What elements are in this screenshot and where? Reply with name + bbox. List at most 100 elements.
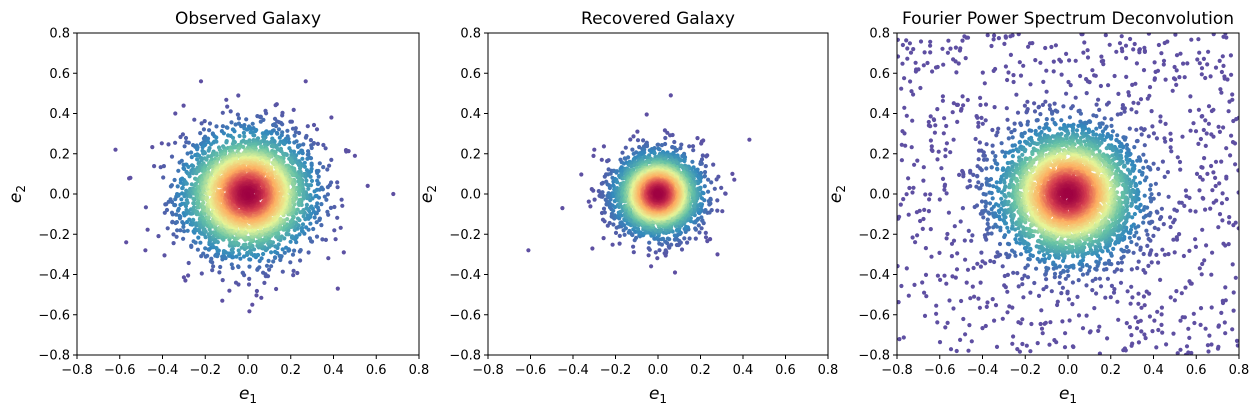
data-point <box>262 280 267 285</box>
x-tick-label: 0.4 <box>323 363 344 378</box>
data-point <box>192 201 197 206</box>
y-tick-label: −0.6 <box>38 308 70 323</box>
data-point <box>258 119 263 124</box>
data-point <box>210 268 215 273</box>
data-point <box>227 288 232 293</box>
data-point <box>319 223 324 228</box>
data-point <box>699 226 704 231</box>
data-point <box>181 221 186 226</box>
data-point <box>655 142 660 147</box>
data-point <box>196 235 201 240</box>
data-point <box>288 148 293 154</box>
data-point <box>560 206 565 211</box>
data-point <box>649 264 654 269</box>
data-point <box>344 149 349 154</box>
data-point <box>113 147 118 152</box>
data-point <box>237 133 242 139</box>
data-point <box>300 222 306 227</box>
data-point <box>186 260 191 266</box>
data-point <box>206 215 211 220</box>
data-point <box>315 170 320 175</box>
data-point <box>699 141 704 146</box>
data-point <box>663 135 668 141</box>
data-point <box>192 117 197 122</box>
data-point <box>206 148 211 153</box>
data-point <box>647 240 652 245</box>
data-point <box>290 252 296 257</box>
data-point <box>579 172 584 177</box>
data-point <box>252 253 257 258</box>
data-point <box>290 126 296 131</box>
data-point <box>333 237 338 242</box>
data-point <box>284 231 289 236</box>
data-point <box>313 194 318 199</box>
data-point <box>288 260 293 265</box>
data-point <box>173 111 178 116</box>
data-point <box>339 197 344 202</box>
data-point <box>189 155 194 160</box>
data-point <box>615 180 620 185</box>
x-tick-label: −0.4 <box>147 363 179 378</box>
data-point <box>308 221 313 226</box>
data-point <box>230 246 235 251</box>
data-point <box>712 186 717 191</box>
data-point <box>247 257 252 262</box>
data-point <box>152 164 157 169</box>
data-point <box>201 251 206 256</box>
data-point <box>202 119 207 124</box>
data-point <box>316 174 321 179</box>
data-point <box>292 140 297 145</box>
data-point <box>601 144 607 149</box>
data-point <box>715 208 720 213</box>
data-point <box>305 213 310 218</box>
data-point <box>631 250 636 255</box>
data-point <box>229 120 234 125</box>
data-point <box>220 298 225 303</box>
data-point <box>269 250 274 255</box>
data-point <box>586 199 591 204</box>
data-point <box>276 127 282 132</box>
data-point <box>202 151 207 156</box>
data-point <box>288 219 293 224</box>
data-point <box>196 168 201 173</box>
data-point <box>301 214 306 219</box>
data-point <box>217 270 222 275</box>
data-point <box>665 236 671 241</box>
data-point <box>301 142 306 147</box>
data-point <box>674 242 680 248</box>
data-point <box>220 124 225 129</box>
data-point <box>156 234 161 239</box>
data-point <box>221 131 226 136</box>
data-point <box>292 248 297 253</box>
data-point <box>329 157 334 162</box>
data-point <box>626 155 631 160</box>
data-point <box>259 256 264 261</box>
y-tick-label: 0.4 <box>49 107 70 122</box>
data-point <box>631 244 636 249</box>
data-point <box>317 161 322 166</box>
data-point <box>171 232 176 237</box>
data-point <box>703 164 708 169</box>
data-point <box>613 230 619 235</box>
data-point <box>304 206 309 211</box>
x-tick-label: 0.0 <box>238 363 259 378</box>
data-point <box>218 264 223 270</box>
x-tick-label: −0.6 <box>104 363 136 378</box>
data-point <box>314 204 319 209</box>
data-point <box>222 151 228 157</box>
data-point <box>285 128 290 133</box>
data-point <box>272 255 278 260</box>
data-point <box>246 282 252 287</box>
data-point <box>305 156 310 161</box>
data-point <box>711 162 716 167</box>
data-point <box>678 146 683 151</box>
data-point <box>273 174 278 179</box>
data-point <box>672 139 677 145</box>
data-point <box>298 210 303 215</box>
y-tick-label: 0.6 <box>49 67 70 82</box>
scatter-points <box>526 93 752 275</box>
data-point <box>657 248 662 253</box>
data-point <box>190 164 196 169</box>
data-point <box>244 117 249 122</box>
data-point <box>526 248 531 253</box>
